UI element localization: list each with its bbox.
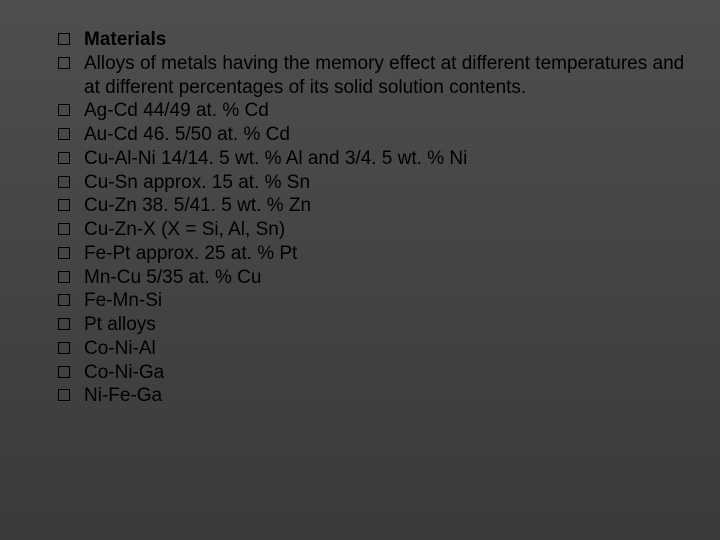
list-item-text: Cu-Sn approx. 15 at. % Sn (84, 171, 690, 195)
square-bullet-icon (58, 342, 70, 354)
list-item-text: Au-Cd 46. 5/50 at. % Cd (84, 123, 690, 147)
square-bullet-icon (58, 128, 70, 140)
list-item: Au-Cd 46. 5/50 at. % Cd (58, 123, 690, 147)
square-bullet-icon (58, 389, 70, 401)
square-bullet-icon (58, 271, 70, 283)
list-item-text: Cu-Zn-X (X = Si, Al, Sn) (84, 218, 690, 242)
slide: MaterialsAlloys of metals having the mem… (0, 0, 720, 540)
list-item: Co-Ni-Ga (58, 361, 690, 385)
list-item-text: Fe-Pt approx. 25 at. % Pt (84, 242, 690, 266)
square-bullet-icon (58, 223, 70, 235)
square-bullet-icon (58, 247, 70, 259)
list-item: Ni-Fe-Ga (58, 384, 690, 408)
square-bullet-icon (58, 176, 70, 188)
bullet-list: MaterialsAlloys of metals having the mem… (58, 28, 690, 408)
list-item: Cu-Zn 38. 5/41. 5 wt. % Zn (58, 194, 690, 218)
list-item: Cu-Sn approx. 15 at. % Sn (58, 171, 690, 195)
list-item-text: Mn-Cu 5/35 at. % Cu (84, 266, 690, 290)
list-item: Alloys of metals having the memory effec… (58, 52, 690, 100)
square-bullet-icon (58, 57, 70, 69)
list-item-text: Cu-Zn 38. 5/41. 5 wt. % Zn (84, 194, 690, 218)
square-bullet-icon (58, 318, 70, 330)
list-item: Ag-Cd 44/49 at. % Cd (58, 99, 690, 123)
list-item-text: Fe-Mn-Si (84, 289, 690, 313)
list-item-text: Ni-Fe-Ga (84, 384, 690, 408)
list-item-text: Materials (84, 28, 690, 52)
square-bullet-icon (58, 199, 70, 211)
list-item: Mn-Cu 5/35 at. % Cu (58, 266, 690, 290)
list-item: Cu-Al-Ni 14/14. 5 wt. % Al and 3/4. 5 wt… (58, 147, 690, 171)
square-bullet-icon (58, 33, 70, 45)
list-item-text: Ag-Cd 44/49 at. % Cd (84, 99, 690, 123)
list-item-text: Co-Ni-Al (84, 337, 690, 361)
list-item-text: Cu-Al-Ni 14/14. 5 wt. % Al and 3/4. 5 wt… (84, 147, 690, 171)
list-item: Co-Ni-Al (58, 337, 690, 361)
list-item: Fe-Pt approx. 25 at. % Pt (58, 242, 690, 266)
square-bullet-icon (58, 294, 70, 306)
list-item: Materials (58, 28, 690, 52)
list-item-text: Alloys of metals having the memory effec… (84, 52, 690, 100)
square-bullet-icon (58, 366, 70, 378)
list-item: Cu-Zn-X (X = Si, Al, Sn) (58, 218, 690, 242)
square-bullet-icon (58, 152, 70, 164)
list-item-text: Pt alloys (84, 313, 690, 337)
list-item: Pt alloys (58, 313, 690, 337)
list-item-text: Co-Ni-Ga (84, 361, 690, 385)
list-item: Fe-Mn-Si (58, 289, 690, 313)
square-bullet-icon (58, 104, 70, 116)
